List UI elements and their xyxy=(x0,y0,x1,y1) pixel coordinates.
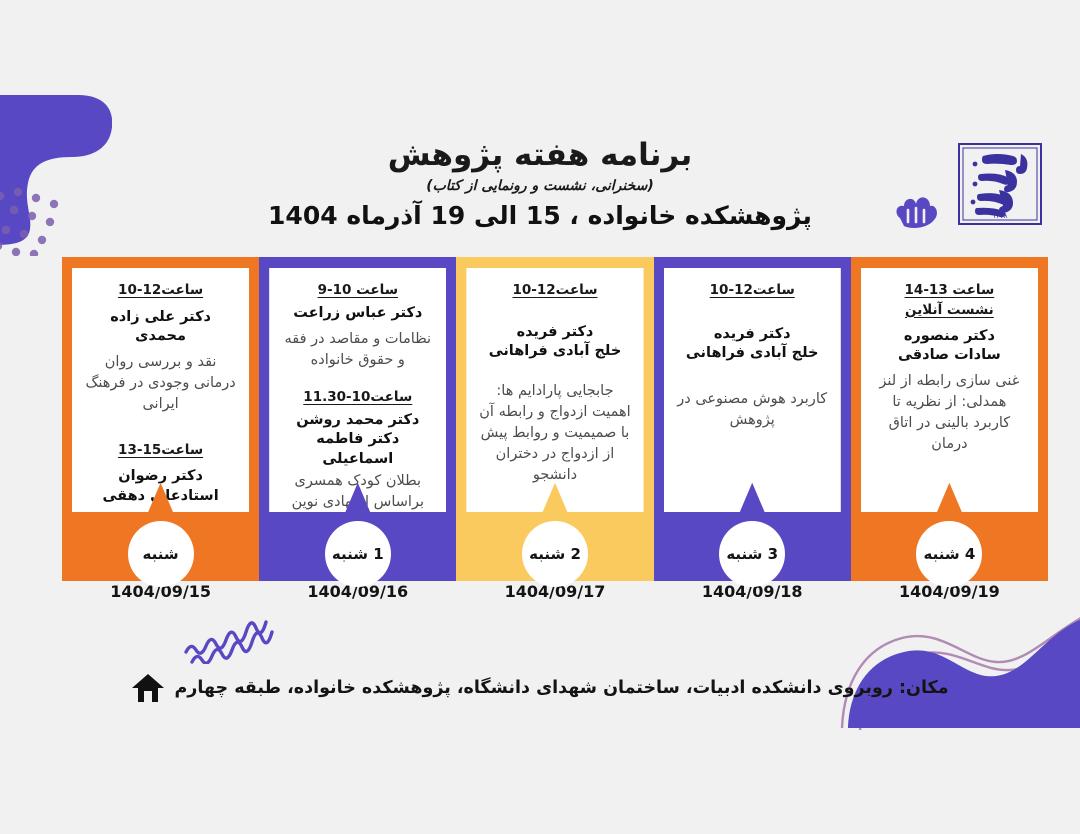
session-slot: ساعت12-10 دکتر فریده خلج آبادی فراهانی ک… xyxy=(676,281,829,431)
session-time: ساعت 13-14 xyxy=(904,282,995,298)
session-time: ساعت10-11.30 xyxy=(303,388,413,405)
session-card[interactable]: ساعت12-10 دکتر فریده خلج آبادی فراهانی ج… xyxy=(466,268,644,512)
session-topic: کاربرد هوش مصنوعی در پژوهش xyxy=(677,390,828,428)
day-circle: 2 شنبه xyxy=(521,521,588,587)
session-time: ساعت 10-9 xyxy=(317,282,398,298)
day-circle: 4 شنبه xyxy=(916,521,983,587)
session-slot: ساعت10-11.30 دکتر محمد روشن دکتر فاطمه ا… xyxy=(281,388,434,512)
timeline-column: ساعت12-10 دکتر فریده خلج آبادی فراهانی ج… xyxy=(456,257,654,601)
day-date: 1404/09/15 xyxy=(110,582,211,601)
session-topic: نظامات و مقاصد در فقه و حقوق خانواده xyxy=(284,330,432,368)
session-card[interactable]: ساعت12-10 دکتر علی زاده محمدی نقد و بررس… xyxy=(71,268,250,512)
session-time: ساعت12-10 xyxy=(118,282,204,298)
day-circle: شنبه xyxy=(127,521,194,587)
university-logo: ۱۳۳۸ xyxy=(955,140,1045,228)
session-speaker: دکتر محمد روشن دکتر فاطمه اسماعیلی xyxy=(296,412,420,467)
session-slot: ساعت12-10 دکتر علی زاده محمدی نقد و بررس… xyxy=(84,281,237,415)
venue-text: مکان: روبروی دانشکده ادبیات، ساختمان شهد… xyxy=(174,678,949,698)
timeline-column: ساعت12-10 دکتر علی زاده محمدی نقد و بررس… xyxy=(61,257,260,601)
session-slot: ساعت 13-14 نشست آنلاین دکتر منصوره سادات… xyxy=(873,281,1026,455)
slot-separator xyxy=(281,371,434,388)
session-slot: ساعت12-10 دکتر فریده خلج آبادی فراهانی ج… xyxy=(478,281,631,486)
session-speaker: دکتر فریده خلج آبادی فراهانی xyxy=(685,325,819,361)
page-date-line: پژوهشکده خانواده ، 15 الی 19 آذرماه 1404 xyxy=(268,201,812,231)
session-speaker: دکتر عباس زراعت xyxy=(293,304,423,321)
day-date: 1404/09/17 xyxy=(504,582,606,601)
session-topic: نقد و بررسی روان درمانی وجودی در فرهنگ ا… xyxy=(85,353,236,412)
session-slot: ساعت15-13 دکتر رضوان استادعلی دهقی کودکا… xyxy=(84,441,237,512)
session-speaker: دکتر منصوره سادات صادقی xyxy=(898,328,1001,364)
home-icon xyxy=(131,672,165,704)
timeline-band: ساعت 13-14 نشست آنلاین دکتر منصوره سادات… xyxy=(61,257,1048,601)
page-subtitle: (سخنرانی، نشست و رونمایی از کتاب) xyxy=(426,177,654,194)
timeline-column: ساعت 13-14 نشست آنلاین دکتر منصوره سادات… xyxy=(850,257,1048,601)
session-speaker: دکتر رضوان استادعلی دهقی xyxy=(102,468,219,504)
timeline-column: ساعت12-10 دکتر فریده خلج آبادی فراهانی ک… xyxy=(653,257,851,601)
session-topic: جابجایی پارادایم ها: اهمیت ازدواج و رابط… xyxy=(479,382,631,483)
day-circle: 3 شنبه xyxy=(719,521,786,587)
session-time: ساعت15-13 xyxy=(118,441,204,458)
session-speaker: دکتر علی زاده محمدی xyxy=(110,308,211,344)
day-date: 1404/09/19 xyxy=(899,582,1000,601)
timeline-column: ساعت 10-9 دکتر عباس زراعت نظامات و مقاصد… xyxy=(259,257,457,601)
session-card[interactable]: ساعت 10-9 دکتر عباس زراعت نظامات و مقاصد… xyxy=(269,268,447,512)
poster-header: برنامه هفته پژوهش (سخنرانی، نشست و رونما… xyxy=(0,137,1080,231)
poster-footer: مکان: روبروی دانشکده ادبیات، ساختمان شهد… xyxy=(0,672,1080,704)
session-speaker: دکتر فریده خلج آبادی فراهانی xyxy=(488,323,622,359)
slot-separator xyxy=(84,415,237,441)
day-circle: 1 شنبه xyxy=(324,521,391,587)
session-card[interactable]: ساعت12-10 دکتر فریده خلج آبادی فراهانی ک… xyxy=(663,268,841,512)
session-topic: بطلان کودک همسری براساس اجتهادی نوین xyxy=(291,472,424,510)
day-date: 1404/09/18 xyxy=(701,582,803,601)
squiggle-decoration xyxy=(184,620,274,664)
session-card[interactable]: ساعت 13-14 نشست آنلاین دکتر منصوره سادات… xyxy=(860,268,1038,512)
logo-year: ۱۳۳۸ xyxy=(992,212,1007,220)
session-time: ساعت12-10 xyxy=(709,282,795,298)
session-slot: ساعت 10-9 دکتر عباس زراعت نظامات و مقاصد… xyxy=(281,281,434,371)
session-time-note: نشست آنلاین xyxy=(905,301,994,318)
session-time: ساعت12-10 xyxy=(512,282,598,298)
day-date: 1404/09/16 xyxy=(307,582,409,601)
session-topic: غنی سازی رابطه از لنز همدلی: از نظریه تا… xyxy=(879,373,1020,453)
page-title: برنامه هفته پژوهش xyxy=(387,137,693,173)
